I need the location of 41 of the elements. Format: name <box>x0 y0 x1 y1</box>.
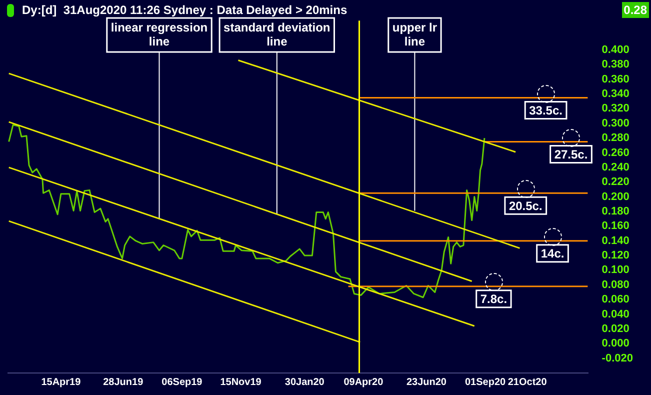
y-tick-label: 0.320 <box>602 102 630 115</box>
x-tick-label: 06Sep19 <box>162 376 203 388</box>
y-tick-label: 0.340 <box>602 88 630 100</box>
annotation: 7.8c. <box>480 292 508 306</box>
y-tick-label: 0.300 <box>602 117 630 130</box>
x-tick-label: 15Apr19 <box>41 376 82 388</box>
y-tick-label: 0.360 <box>602 73 630 86</box>
x-tick-label: 09Apr20 <box>344 376 384 388</box>
x-tick-label: 21Oct20 <box>508 376 548 388</box>
y-tick-label: 0.100 <box>602 264 630 276</box>
y-tick-label: 0.160 <box>602 220 630 232</box>
y-tick-label: 0.180 <box>602 206 630 218</box>
y-tick-label: 0.240 <box>602 161 630 174</box>
text: 0.28 <box>622 2 649 18</box>
y-tick-label: 0.200 <box>602 190 630 203</box>
annotation: 27.5c. <box>554 148 588 162</box>
annotation: 33.5c. <box>529 104 562 118</box>
y-tick-label: 0.140 <box>602 234 630 247</box>
y-tick-label: -0.020 <box>602 352 634 364</box>
chart-title: Dy:[d] 31Aug2020 11:26 Sydney : Data Delayed > 20mins <box>22 3 348 17</box>
annotation: 20.5c. <box>508 198 542 213</box>
annotation: linear regression line <box>110 20 208 48</box>
y-tick-label: 0.080 <box>602 278 630 291</box>
x-tick-label: 23Jun20 <box>406 376 447 388</box>
y-tick-label: 0.020 <box>602 322 630 335</box>
y-tick-label: 0.000 <box>602 338 630 350</box>
annotation: 14c. <box>540 246 564 261</box>
y-tick-label: 0.220 <box>602 176 630 188</box>
y-tick-label: 0.260 <box>602 146 630 159</box>
y-tick-label: 0.040 <box>602 308 630 320</box>
annotation: standard deviation line <box>224 20 330 48</box>
y-tick-label: 0.400 <box>602 44 630 56</box>
annotation: upper lr line <box>392 20 438 48</box>
x-tick-label: 01Sep20 <box>464 376 506 388</box>
y-tick-label: 0.380 <box>602 58 630 71</box>
y-tick-label: 0.280 <box>602 132 630 144</box>
x-tick-label: 15Nov19 <box>220 376 262 388</box>
y-tick-label: 0.060 <box>602 294 630 306</box>
x-tick-label: 28Jun19 <box>103 376 144 388</box>
y-tick-label: 0.120 <box>602 250 630 262</box>
x-tick-label: 30Jan20 <box>284 376 325 388</box>
